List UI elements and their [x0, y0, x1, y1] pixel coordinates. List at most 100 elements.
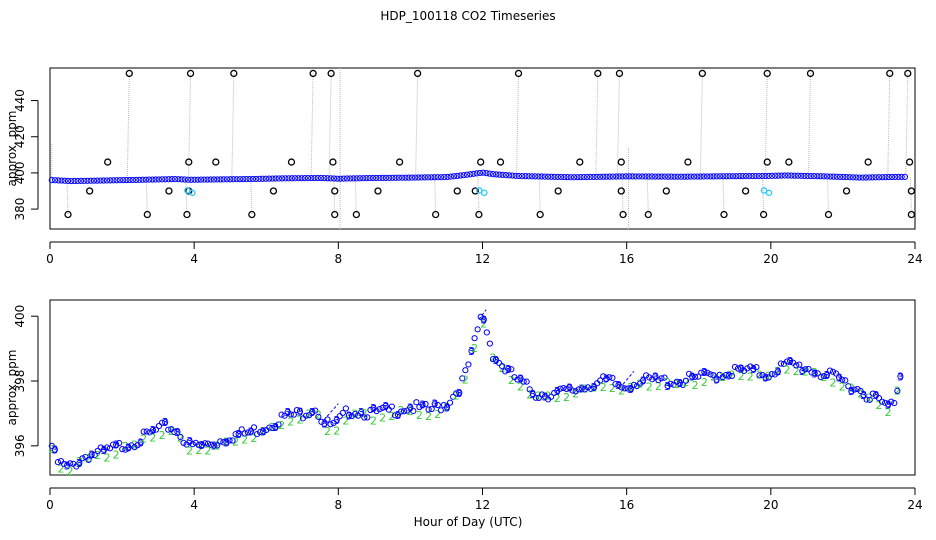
level3-point-268 — [869, 390, 876, 397]
level3-point-237 — [774, 368, 781, 375]
top-baseline-point-249 — [856, 174, 863, 181]
ring-high-12 — [886, 69, 894, 78]
level3-marker-229: 3 — [750, 363, 757, 376]
level3-marker-233: 3 — [762, 372, 769, 385]
ring-low-9 — [619, 210, 627, 219]
level3-point-108 — [379, 404, 386, 411]
level3-point-209 — [688, 373, 696, 380]
level3-point-8 — [73, 463, 80, 470]
level3-point-258 — [839, 376, 846, 383]
top-baseline-point-229 — [791, 172, 798, 179]
top-baseline-point-130 — [470, 170, 477, 177]
top-baseline-point-71 — [279, 175, 286, 182]
level2-marker-33: 2 — [149, 432, 156, 445]
y-axis-title-2: approx. ppm — [5, 350, 19, 426]
top-baseline-point-2 — [55, 177, 62, 184]
top-baseline-point-241 — [830, 173, 837, 180]
level3-point-171 — [572, 388, 579, 395]
level2-marker-9: 2 — [76, 455, 83, 468]
level3-point-167 — [560, 384, 567, 392]
level2-marker-87: 2 — [315, 408, 322, 421]
ring-406-8 — [576, 158, 584, 166]
level3-point-217 — [713, 376, 720, 383]
top-baseline-point-26 — [133, 176, 140, 183]
level3-marker-29: 3 — [137, 436, 144, 449]
level2-marker-219: 2 — [719, 371, 726, 384]
level3-point-60 — [232, 431, 239, 438]
top-baseline-point-191 — [668, 173, 675, 180]
level3-point-152 — [514, 376, 521, 383]
level2-marker-240: 2 — [784, 363, 791, 376]
level3-point-99 — [351, 410, 359, 418]
top-baseline-point-58 — [236, 176, 244, 183]
top-baseline-point-12 — [87, 177, 94, 184]
level3-point-156 — [526, 386, 533, 393]
level3-point-245 — [799, 367, 806, 375]
level3-point-206 — [679, 381, 686, 388]
spike-low-13 — [827, 176, 829, 215]
top-baseline-point-57 — [233, 176, 240, 183]
level3-marker-205: 3 — [676, 377, 683, 390]
spike-low-6 — [434, 177, 437, 215]
top-baseline-point-221 — [765, 172, 772, 180]
level3-point-157 — [529, 390, 536, 398]
ring-406-7 — [496, 158, 505, 166]
level3-marker-257: 3 — [836, 372, 843, 385]
level3-point-139 — [474, 326, 481, 333]
level2-marker-222: 2 — [728, 368, 735, 381]
level3-point-96 — [342, 405, 350, 412]
ring-low-10 — [644, 210, 652, 219]
level2-marker-264: 2 — [857, 388, 864, 401]
level3-point-117 — [407, 404, 414, 411]
top-baseline-point-238 — [820, 173, 827, 180]
level3-point-177 — [590, 384, 598, 391]
level2-marker-177: 2 — [591, 382, 598, 395]
level3-point-194 — [643, 372, 650, 379]
top-baseline-point-263 — [901, 173, 909, 181]
top-baseline-point-224 — [775, 172, 782, 179]
level3-point-259 — [842, 377, 849, 384]
spike-high-13 — [905, 73, 909, 177]
level3-point-87 — [315, 413, 322, 420]
level3-point-175 — [584, 384, 592, 391]
top-baseline-point-5 — [64, 177, 72, 184]
y-tick-label-2-396: 396 — [13, 434, 27, 457]
top-baseline-point-68 — [269, 175, 276, 182]
level2-marker-96: 2 — [342, 414, 349, 427]
level3-point-106 — [373, 407, 380, 415]
level2-marker-144: 2 — [489, 352, 496, 365]
top-baseline-point-94 — [353, 175, 360, 182]
ring-406-4 — [329, 158, 337, 166]
top-baseline-point-155 — [551, 173, 558, 180]
level3-point-86 — [312, 407, 319, 414]
level2-marker-174: 2 — [581, 383, 588, 396]
level2-marker-93: 2 — [333, 424, 340, 437]
level3-point-124 — [428, 405, 435, 413]
top-baseline-point-189 — [661, 173, 668, 180]
ring-406-3 — [287, 158, 296, 166]
top-baseline-point-232 — [801, 172, 808, 179]
ring-low-11 — [720, 210, 728, 219]
level3-marker-177: 3 — [591, 381, 598, 394]
level3-point-44 — [183, 441, 190, 448]
top-baseline-point-37 — [168, 176, 175, 183]
level3-marker-21: 3 — [113, 439, 120, 452]
level3-marker-137: 3 — [468, 345, 475, 358]
top-baseline-point-92 — [347, 175, 354, 182]
ring-406-2 — [212, 158, 220, 166]
level3-marker-89: 3 — [321, 418, 328, 431]
spike-low-14 — [909, 176, 912, 215]
top-baseline-point-112 — [412, 174, 419, 181]
level3-point-252 — [820, 373, 827, 380]
level3-point-101 — [358, 409, 365, 416]
top-baseline-point-7 — [71, 177, 78, 185]
ring-390-9 — [617, 187, 625, 195]
top-baseline-point-108 — [399, 174, 406, 181]
level3-point-186 — [618, 384, 625, 391]
level2-marker-159: 2 — [535, 390, 542, 403]
top-baseline-point-107 — [395, 174, 402, 181]
level2-marker-45: 2 — [186, 444, 193, 457]
spike-low-7 — [477, 173, 480, 215]
level3-point-176 — [587, 385, 595, 393]
